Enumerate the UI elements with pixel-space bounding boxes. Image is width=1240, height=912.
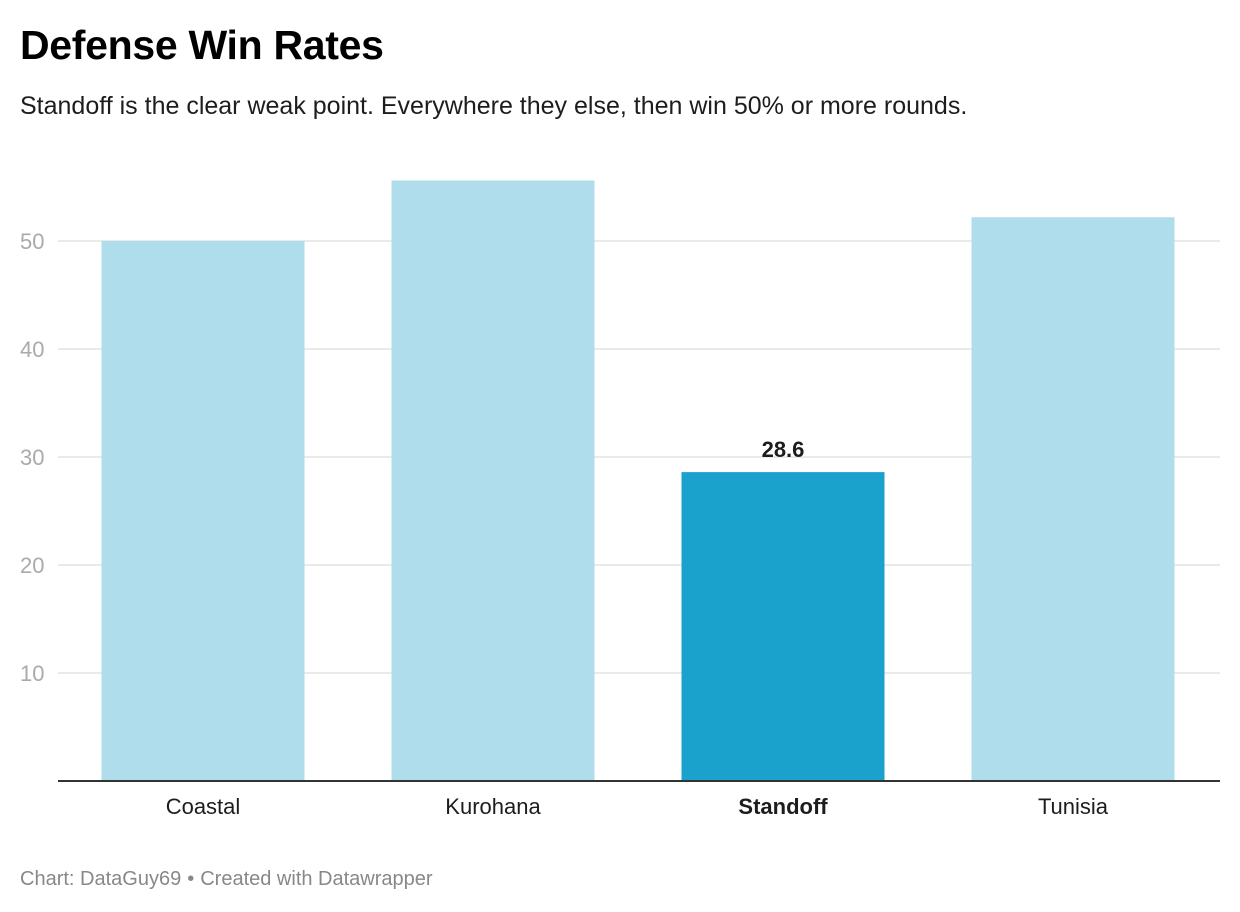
footer-separator: • bbox=[187, 868, 195, 890]
y-tick-label: 50 bbox=[20, 229, 44, 254]
y-tick-label: 10 bbox=[20, 661, 44, 686]
created-with-link[interactable]: Created with Datawrapper bbox=[200, 868, 433, 890]
data-label-standoff: 28.6 bbox=[762, 437, 805, 462]
y-tick-label: 40 bbox=[20, 337, 44, 362]
x-tick-label-tunisia: Tunisia bbox=[1038, 794, 1109, 819]
chart-title: Defense Win Rates bbox=[20, 22, 384, 68]
bars bbox=[101, 180, 1175, 782]
y-axis-ticks: 10 20 30 40 50 bbox=[20, 229, 44, 686]
y-tick-label: 20 bbox=[20, 553, 44, 578]
x-tick-label-standoff: Standoff bbox=[738, 794, 828, 819]
chart-subtitle: Standoff is the clear weak point. Everyw… bbox=[20, 92, 968, 120]
bar-standoff[interactable] bbox=[681, 472, 885, 781]
chart-credit: Chart: DataGuy69 bbox=[20, 868, 182, 890]
x-tick-label-coastal: Coastal bbox=[166, 794, 241, 819]
x-tick-label-kurohana: Kurohana bbox=[445, 794, 541, 819]
bar-coastal[interactable] bbox=[101, 241, 305, 781]
data-labels: 28.6 bbox=[762, 437, 805, 462]
bar-kurohana[interactable] bbox=[391, 180, 595, 781]
y-tick-label: 30 bbox=[20, 445, 44, 470]
x-axis-ticks: Coastal Kurohana Standoff Tunisia bbox=[166, 794, 1109, 819]
bar-tunisia[interactable] bbox=[971, 217, 1175, 782]
chart-footer: Chart: DataGuy69 • Created with Datawrappe… bbox=[20, 865, 433, 893]
